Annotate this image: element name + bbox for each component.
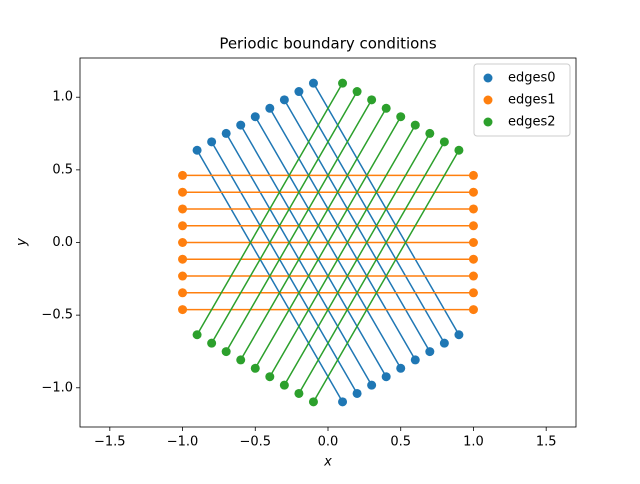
point xyxy=(207,137,217,147)
x-tick-label: 0.5 xyxy=(390,435,411,450)
point xyxy=(308,397,318,407)
point xyxy=(468,305,478,315)
legend-marker xyxy=(483,95,493,105)
x-tick-label: −1.5 xyxy=(94,435,126,450)
point xyxy=(352,388,362,398)
point xyxy=(454,145,464,155)
point xyxy=(468,271,478,281)
edge-line xyxy=(312,149,460,403)
point xyxy=(425,347,435,357)
x-tick-label: 1.0 xyxy=(463,435,484,450)
edge-line xyxy=(196,82,344,336)
point xyxy=(367,380,377,390)
point xyxy=(468,238,478,247)
legend-marker xyxy=(483,117,493,127)
point xyxy=(468,254,478,264)
point xyxy=(236,355,246,365)
legend-marker xyxy=(483,73,493,83)
point xyxy=(308,78,318,88)
legend-label: edges1 xyxy=(508,93,556,108)
edge-line xyxy=(240,124,387,378)
axes-frame xyxy=(79,57,577,428)
x-tick-label: −0.5 xyxy=(239,435,271,450)
x-tick-label: 0.0 xyxy=(318,435,339,450)
point xyxy=(265,103,275,113)
point xyxy=(178,187,188,197)
legend-box xyxy=(473,63,571,137)
point xyxy=(250,363,260,373)
edge-line xyxy=(210,91,358,344)
chart-title: Periodic boundary conditions xyxy=(219,35,437,53)
point xyxy=(178,221,188,231)
point xyxy=(439,338,449,348)
y-tick-label: 1.0 xyxy=(52,90,73,105)
edge-line xyxy=(283,133,431,386)
point xyxy=(468,204,478,214)
point xyxy=(294,388,304,398)
point xyxy=(396,363,406,373)
y-tick-label: −0.5 xyxy=(41,308,73,323)
x-tick-label: 1.5 xyxy=(536,435,557,450)
point xyxy=(396,112,406,122)
point xyxy=(454,330,464,340)
edge-line xyxy=(298,141,446,394)
edge-line xyxy=(225,99,373,352)
point xyxy=(279,95,289,105)
y-tick-label: 0.5 xyxy=(52,162,73,177)
point xyxy=(367,95,377,105)
legend-label: edges0 xyxy=(508,71,556,86)
edge-line xyxy=(269,107,416,361)
point xyxy=(178,254,188,264)
edge-line xyxy=(269,124,416,378)
point xyxy=(338,397,348,407)
y-tick-label: 0.0 xyxy=(52,235,73,250)
point xyxy=(250,112,260,122)
point xyxy=(468,187,478,197)
y-axis-label: y xyxy=(15,238,30,247)
point xyxy=(178,305,188,315)
y-tick-label: −1.0 xyxy=(41,380,73,395)
point xyxy=(221,347,231,357)
point xyxy=(279,380,289,390)
point xyxy=(265,372,275,382)
point xyxy=(468,221,478,231)
point xyxy=(192,145,202,155)
edge-line xyxy=(254,116,402,369)
point xyxy=(352,87,362,97)
point xyxy=(410,355,420,365)
point xyxy=(221,128,231,138)
point xyxy=(468,170,478,180)
point xyxy=(207,338,217,348)
point xyxy=(381,103,391,113)
edge-line xyxy=(210,141,358,394)
x-axis-label: x xyxy=(323,455,332,470)
edge-line xyxy=(298,91,446,344)
point xyxy=(439,137,449,147)
point xyxy=(178,238,188,247)
point xyxy=(236,120,246,130)
point xyxy=(468,288,478,298)
point xyxy=(425,128,435,138)
point xyxy=(178,288,188,298)
point xyxy=(178,204,188,214)
point xyxy=(294,87,304,97)
point xyxy=(192,330,202,340)
x-tick-label: −1.0 xyxy=(167,435,199,450)
edge-line xyxy=(240,107,387,361)
point xyxy=(410,120,420,130)
legend-label: edges2 xyxy=(508,115,556,130)
point xyxy=(178,170,188,180)
point xyxy=(381,372,391,382)
point xyxy=(178,271,188,281)
point xyxy=(338,78,348,88)
